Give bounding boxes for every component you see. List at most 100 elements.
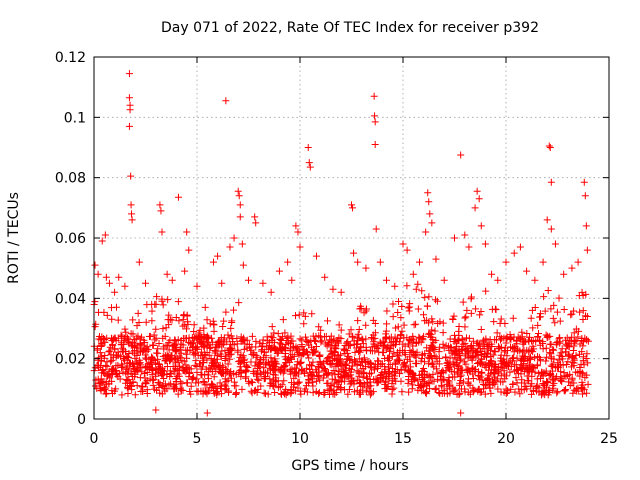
data-point [536,310,544,318]
data-point [458,335,466,343]
data-point [183,325,191,333]
data-point [142,344,150,352]
data-point [433,297,441,305]
data-point [436,343,444,351]
data-point-outlier [128,216,136,224]
data-point [501,348,509,356]
data-point [475,340,483,348]
data-point [190,321,198,329]
data-point-outlier [156,201,164,209]
data-point-outlier [391,282,399,290]
data-point-outlier [304,144,312,151]
data-point [457,385,465,393]
data-point-outlier [403,246,411,254]
data-point [295,378,303,386]
data-point [287,388,295,396]
data-point [523,385,531,393]
data-point [160,374,168,382]
data-point-outlier [238,240,246,248]
data-point [394,323,402,331]
data-point [221,386,229,394]
data-point [362,321,370,329]
data-point [451,361,459,369]
data-point [353,344,361,352]
data-point [148,354,156,362]
data-point [247,358,255,366]
data-point [450,331,458,339]
data-point [512,374,520,382]
y-tick-label: 0.1 [64,110,86,126]
data-point [536,357,544,365]
data-point [381,344,389,352]
data-point [167,380,175,388]
data-point [100,308,108,316]
data-point [393,356,401,364]
data-point [455,391,463,399]
data-point [297,390,305,398]
data-point [354,317,362,325]
data-point [108,315,116,323]
data-point [392,377,400,385]
data-point [510,345,518,353]
data-point [102,361,110,369]
data-point [280,363,288,371]
data-point [219,323,227,331]
data-point-outlier [473,187,481,195]
data-point-outlier [457,151,465,159]
data-point [133,322,141,330]
data-point [226,355,234,363]
data-point [155,360,163,368]
data-point [300,350,308,358]
data-point [579,316,587,324]
data-point [142,354,150,362]
data-point [362,335,370,343]
data-point [546,349,554,357]
data-point [335,321,343,329]
data-point [395,298,403,306]
data-point [416,334,424,342]
data-point [314,362,322,370]
data-point [464,365,472,373]
y-tick-label: 0.08 [55,171,86,187]
data-point [274,384,282,392]
data-point-outlier [174,193,182,201]
data-point [316,359,324,367]
data-point [210,327,218,335]
data-point [137,340,145,348]
data-point [567,340,575,348]
data-point [207,365,215,373]
data-point [327,381,335,389]
data-point [374,362,382,370]
data-point [518,328,526,336]
data-point [568,379,576,387]
data-point-outlier [142,279,149,287]
data-point-outlier [488,270,496,278]
data-point [177,349,185,357]
data-point [580,338,588,346]
data-point [201,387,209,395]
data-point [357,368,365,376]
data-point-outlier [152,406,160,414]
data-point [487,353,495,361]
data-point-outlier [230,234,238,242]
data-point [534,332,542,340]
data-point [583,350,591,358]
data-point [395,352,403,360]
data-point-outlier [329,285,337,293]
data-point [534,321,542,329]
data-point [374,341,382,349]
data-point [293,347,301,355]
data-point-outlier [275,267,283,275]
data-point [548,362,556,370]
data-point [400,334,408,342]
data-point [108,356,116,364]
data-point [127,330,135,338]
data-point [249,351,257,359]
data-point [300,320,308,328]
data-point [435,348,443,356]
data-point [218,390,226,398]
data-point [370,364,378,372]
data-point [570,337,578,345]
data-point-outlier [234,187,242,195]
data-point [472,347,480,355]
